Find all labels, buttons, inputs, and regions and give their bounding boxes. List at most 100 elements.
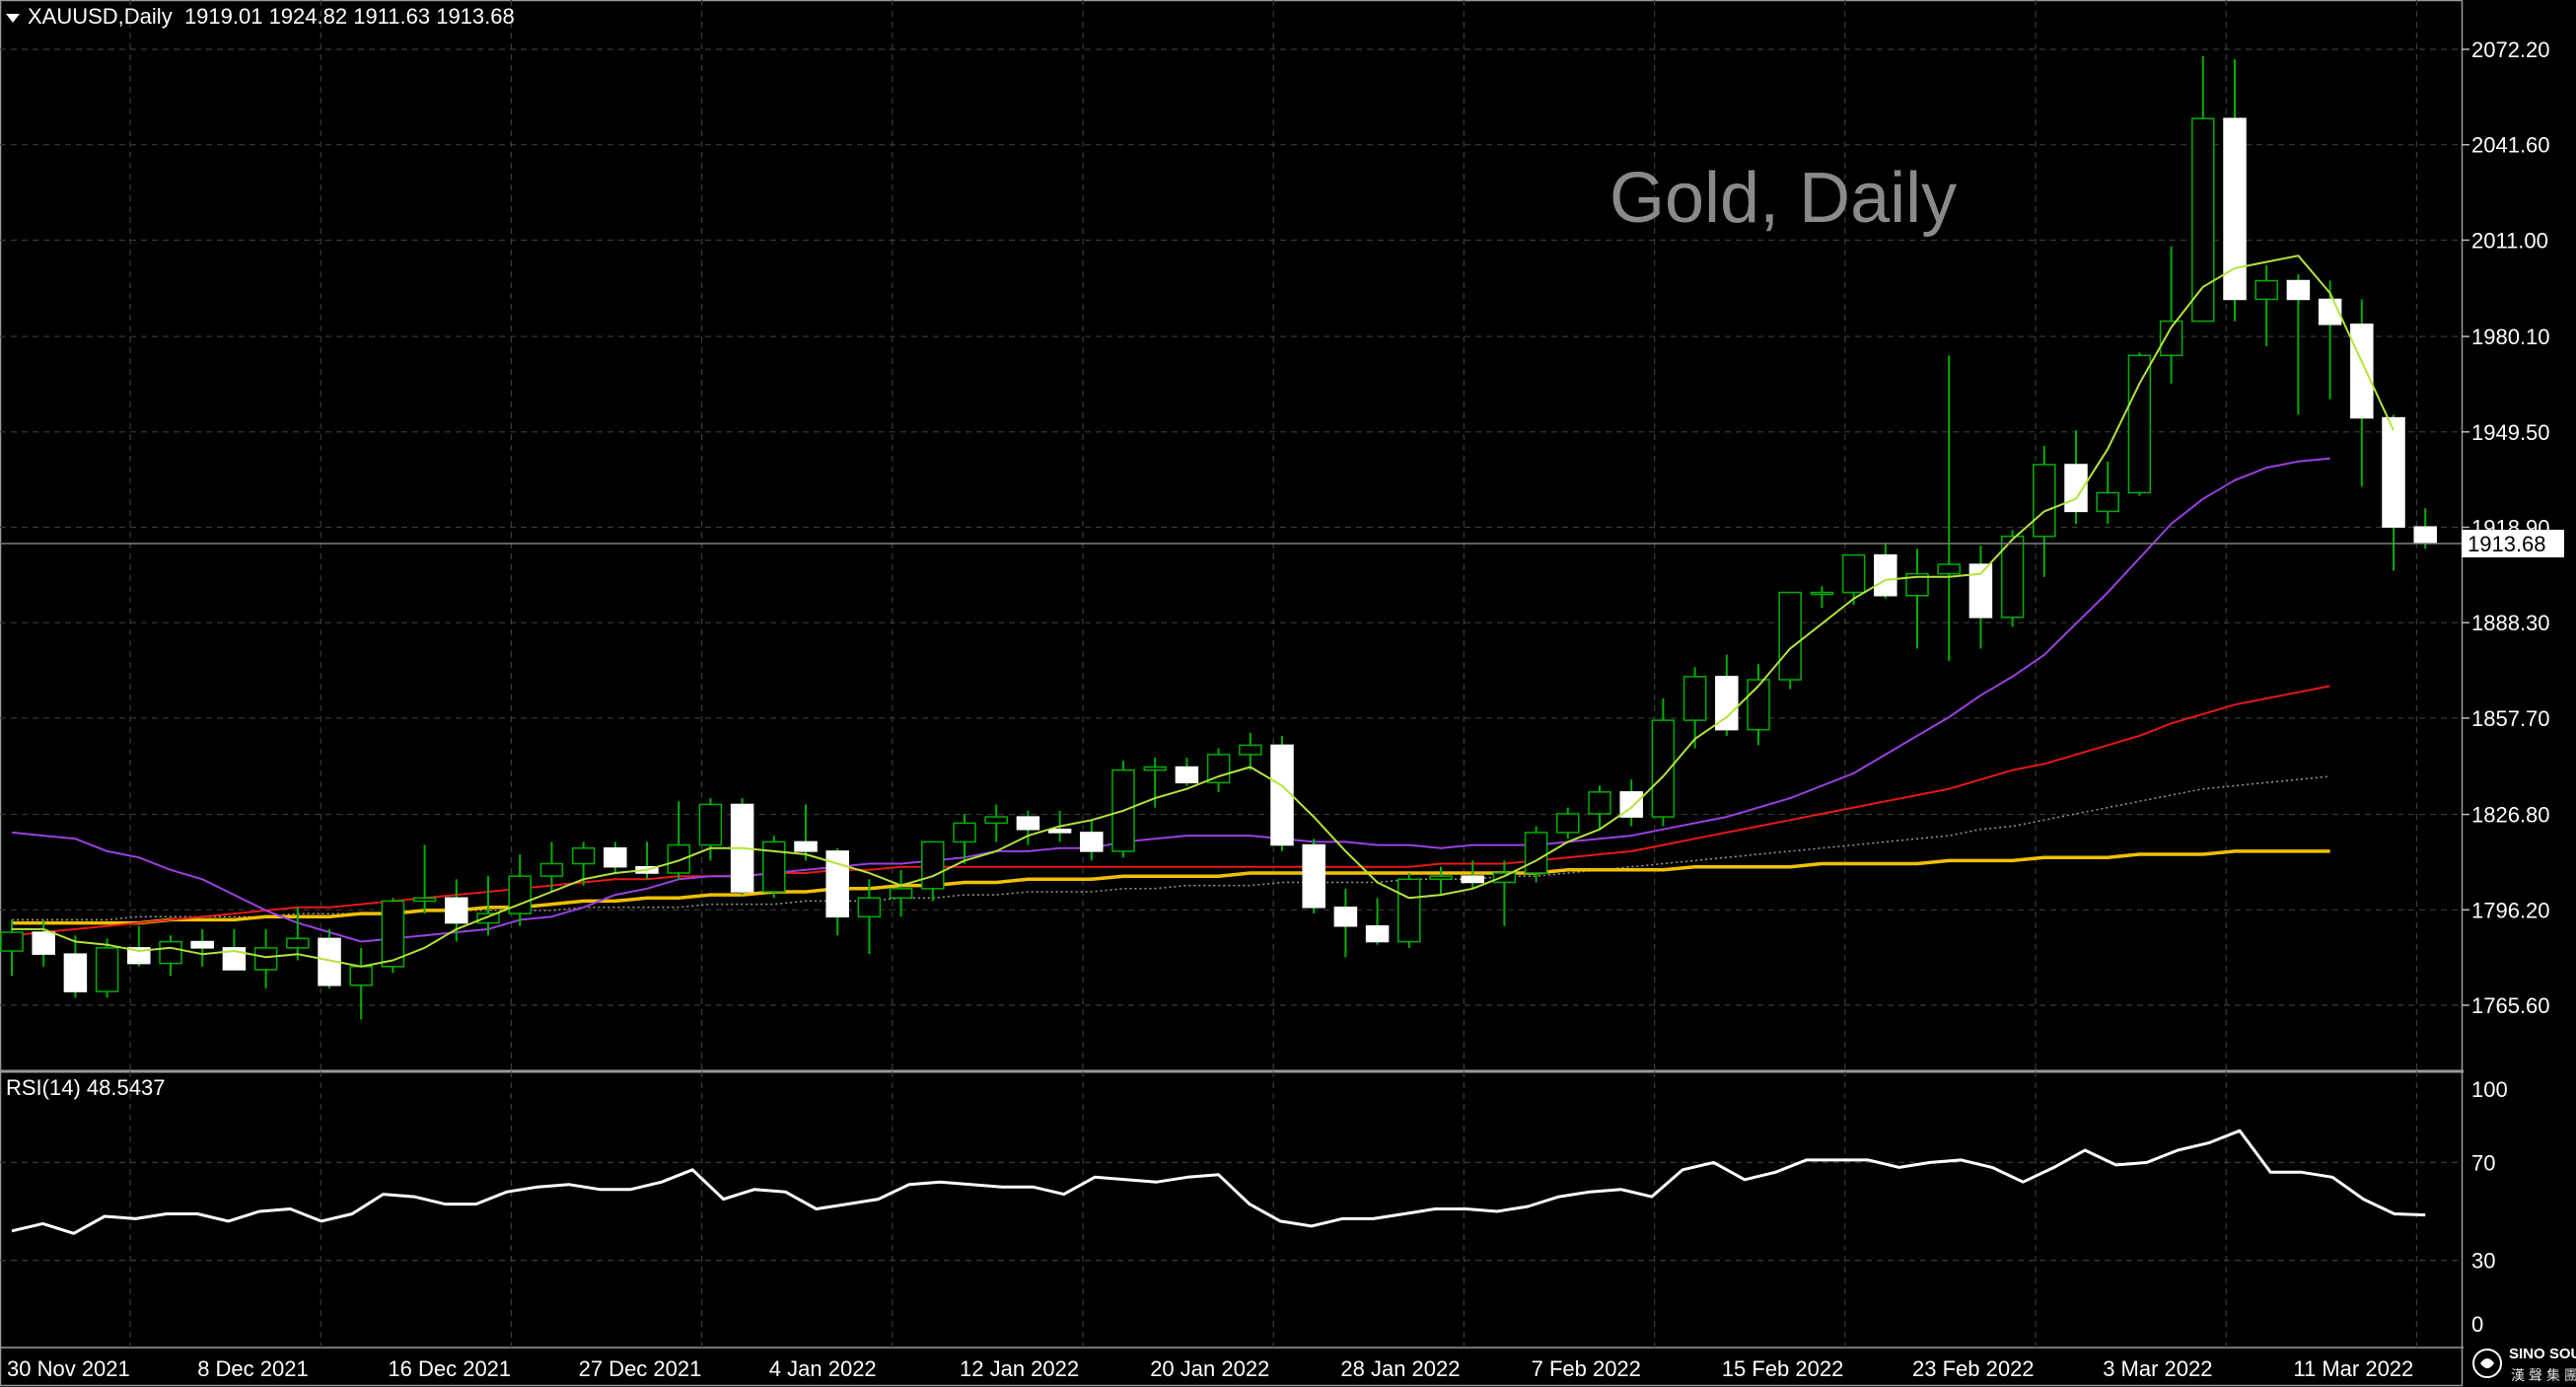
- current-price-label: 1913.68: [2468, 532, 2546, 556]
- candle-up: [1810, 591, 1834, 596]
- candle-up: [1937, 563, 1961, 575]
- candle-up: [1239, 744, 1262, 756]
- ohlc-values: 1919.01 1924.82 1911.63 1913.68: [183, 4, 515, 29]
- candle-down: [445, 897, 468, 924]
- candle-down: [2413, 526, 2437, 544]
- candle-down: [1175, 766, 1199, 784]
- candle-up: [1429, 875, 1453, 881]
- rsi-tick-label: 100: [2471, 1077, 2508, 1102]
- date-tick-label: 16 Dec 2021: [388, 1356, 511, 1381]
- price-tick-label: 1857.70: [2471, 706, 2550, 731]
- price-tick-label: 1949.50: [2471, 420, 2550, 445]
- logo-name-cn: 漢聲集團: [2511, 1367, 2576, 1383]
- candle-up: [1588, 791, 1611, 815]
- price-tick-label: 1826.80: [2471, 803, 2550, 828]
- chart-watermark: Gold, Daily: [1610, 159, 1958, 238]
- rsi-tick-label: 30: [2471, 1249, 2495, 1274]
- rsi-label: RSI(14) 48.5437: [6, 1075, 166, 1100]
- candle-up: [2159, 320, 2183, 357]
- candle-down: [2382, 416, 2405, 528]
- candle-down: [190, 940, 214, 949]
- candle-up: [571, 846, 596, 865]
- candle-up: [1682, 676, 1707, 721]
- candle-down: [63, 953, 88, 992]
- candle-down: [1715, 676, 1739, 731]
- candle-up: [159, 940, 182, 965]
- candle-down: [2350, 324, 2374, 419]
- candle-up: [508, 875, 532, 914]
- candle-up: [2191, 117, 2215, 323]
- ma-fast-line: [12, 255, 2395, 968]
- candle-up: [1778, 591, 1802, 681]
- candle-down: [1365, 924, 1390, 943]
- date-tick-label: 3 Mar 2022: [2103, 1356, 2212, 1381]
- candle-up: [1524, 832, 1548, 874]
- price-tick-label: 1980.10: [2471, 325, 2550, 349]
- dropdown-triangle-icon[interactable]: [6, 13, 20, 23]
- candle-down: [1080, 832, 1104, 852]
- date-tick-label: 30 Nov 2021: [7, 1356, 130, 1381]
- candle-down: [825, 850, 849, 917]
- rsi-line: [11, 1129, 2426, 1235]
- candle-down: [222, 947, 247, 971]
- sino-sound-logo-icon: [2472, 1349, 2502, 1378]
- candle-up: [2000, 535, 2025, 619]
- candle-up: [984, 816, 1008, 825]
- price-tick-label: 1765.60: [2471, 993, 2550, 1018]
- candle-down: [604, 846, 627, 868]
- date-tick-label: 11 Mar 2022: [2293, 1356, 2413, 1381]
- candle-down: [2223, 117, 2247, 301]
- candle-up: [412, 897, 437, 903]
- price-tick-label: 2041.60: [2471, 133, 2550, 158]
- price-tick-label: 2011.00: [2471, 228, 2548, 253]
- price-tick-label: 1796.20: [2471, 898, 2550, 922]
- candle-up: [476, 912, 500, 924]
- candle-down: [32, 931, 55, 955]
- chart-frame: [0, 0, 2464, 1387]
- candle-up: [1841, 553, 1866, 594]
- candle-up: [2127, 354, 2152, 494]
- ma-slow-line: [11, 685, 2330, 937]
- candle-up: [2096, 491, 2119, 513]
- candle-down: [127, 947, 151, 965]
- logo-name-en: SINO SOUND: [2509, 1346, 2576, 1362]
- candle-up: [857, 897, 882, 917]
- ma-mid-line: [11, 457, 2330, 943]
- candle-down: [1968, 563, 1993, 619]
- date-tick-label: 27 Dec 2021: [579, 1356, 702, 1381]
- candle-up: [253, 947, 278, 971]
- chart-header: XAUUSD,Daily 1919.01 1924.82 1911.63 191…: [6, 4, 515, 30]
- current-price-badge: [2462, 529, 2564, 557]
- date-tick-label: 12 Jan 2022: [960, 1356, 1079, 1381]
- candle-up: [889, 888, 913, 900]
- candle-down: [1874, 553, 1897, 597]
- candle-down: [1302, 843, 1325, 909]
- date-tick-label: 20 Jan 2022: [1150, 1356, 1269, 1381]
- candle-up: [1651, 719, 1676, 818]
- date-tick-label: 23 Feb 2022: [1912, 1356, 2035, 1381]
- ma-dotted-line: [12, 775, 2330, 921]
- date-tick-label: 7 Feb 2022: [1532, 1356, 1641, 1381]
- candle-up: [0, 931, 24, 952]
- candle-up: [1556, 813, 1580, 834]
- candle-up: [2033, 464, 2056, 538]
- candle-up: [762, 840, 786, 893]
- rsi-tick-label: 70: [2471, 1150, 2495, 1175]
- brand-logo: SINO SOUND 漢聲集團: [2466, 1342, 2576, 1385]
- candle-down: [794, 840, 818, 852]
- price-tick-label: 2072.20: [2471, 37, 2550, 62]
- candle-up: [539, 862, 564, 877]
- candle-down: [1047, 828, 1072, 834]
- candle-down: [2064, 464, 2088, 513]
- candle-up: [1905, 572, 1929, 597]
- date-tick-label: 4 Jan 2022: [769, 1356, 877, 1381]
- candle-up: [667, 843, 690, 874]
- candle-up: [698, 803, 723, 846]
- symbol-label: XAUUSD,Daily: [28, 4, 173, 29]
- candle-up: [1143, 766, 1167, 771]
- candle-up: [95, 947, 119, 992]
- candle-down: [1461, 875, 1484, 884]
- candle-up: [286, 937, 310, 949]
- rsi-tick-label: 0: [2471, 1312, 2483, 1337]
